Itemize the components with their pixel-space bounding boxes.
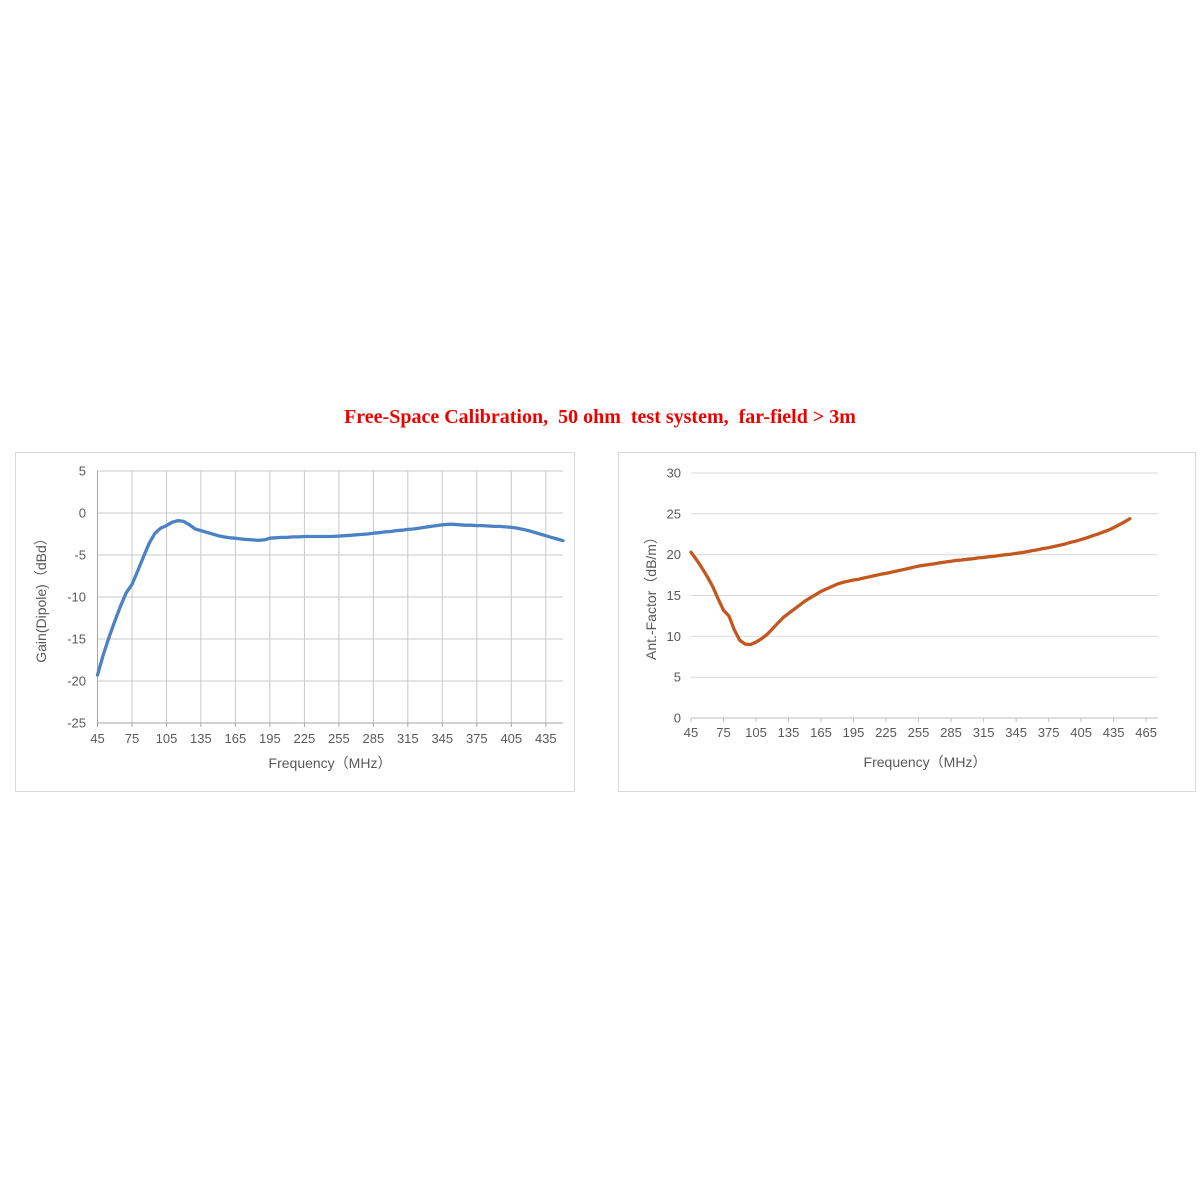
- y-tick-label: -20: [67, 674, 86, 689]
- x-tick-label: 255: [328, 731, 350, 746]
- y-tick-label: -15: [67, 632, 86, 647]
- y-tick-label: 0: [79, 506, 86, 521]
- gain-x-axis-title: Frequency（MHz）: [269, 755, 392, 771]
- y-tick-label: 15: [667, 588, 681, 603]
- gain-grid-layer: [97, 470, 563, 727]
- x-tick-label: 255: [908, 725, 930, 740]
- antenna-factor-y-axis-title: Ant.-Factor（dB/m）: [643, 530, 659, 660]
- x-tick-label: 435: [535, 731, 557, 746]
- y-tick-label: 30: [667, 466, 681, 481]
- gain-y-axis-title: Gain(Dipole)（dBd）: [33, 531, 49, 663]
- antenna-factor-grid-layer: [690, 472, 1158, 722]
- y-tick-label: 0: [674, 711, 681, 726]
- gain-chart: 45 75 105 135 165 195 225 255 285 315 345 375 405 435…: [33, 464, 565, 771]
- x-tick-label: 285: [940, 725, 962, 740]
- gain-tick-labels: 45 75 105 135 165 195 225 255 285 315 345 375 405 435…: [67, 464, 556, 747]
- x-tick-label: 195: [843, 725, 865, 740]
- x-tick-label: 75: [716, 725, 730, 740]
- x-tick-label: 375: [1038, 725, 1060, 740]
- x-tick-label: 75: [125, 731, 139, 746]
- y-tick-label: 10: [667, 629, 681, 644]
- y-tick-label: -25: [67, 716, 86, 731]
- y-tick-label: 5: [674, 670, 681, 685]
- y-tick-label: 20: [667, 547, 681, 562]
- x-tick-label: 195: [259, 731, 281, 746]
- x-tick-label: 105: [156, 731, 178, 746]
- x-tick-label: 465: [1135, 725, 1157, 740]
- gain-series-layer: [95, 518, 565, 677]
- x-tick-label: 405: [1070, 725, 1092, 740]
- y-tick-label: 25: [667, 506, 681, 521]
- antenna-factor-x-axis-title: Frequency（MHz）: [864, 754, 987, 770]
- x-tick-label: 345: [1005, 725, 1027, 740]
- x-tick-label: 315: [973, 725, 995, 740]
- x-tick-label: 225: [294, 731, 316, 746]
- page-title: Free-Space Calibration, 50 ohm test syst…: [344, 406, 856, 428]
- antenna-factor-chart: 45 75 105 135 165 195 225 255 285 315 345 375 405 435…: [643, 466, 1158, 770]
- y-tick-label: 5: [79, 464, 86, 479]
- x-tick-label: 105: [745, 725, 767, 740]
- x-tick-label: 285: [363, 731, 385, 746]
- x-tick-label: 45: [684, 725, 698, 740]
- x-tick-label: 165: [225, 731, 247, 746]
- x-tick-label: 135: [778, 725, 800, 740]
- x-tick-label: 165: [810, 725, 832, 740]
- x-tick-label: 405: [500, 731, 522, 746]
- gain-dipole-line: [95, 518, 565, 677]
- y-tick-label: -10: [67, 590, 86, 605]
- x-tick-label: 315: [397, 731, 419, 746]
- x-tick-label: 375: [466, 731, 488, 746]
- x-tick-label: 225: [875, 725, 897, 740]
- x-tick-label: 45: [90, 731, 104, 746]
- antenna-factor-line: [689, 517, 1132, 647]
- antenna-factor-tick-labels: 45 75 105 135 165 195 225 255 285 315 345 375 405 435…: [667, 466, 1157, 741]
- gain-chart-panel: 45 75 105 135 165 195 225 255 285 315 345 375 405 435…: [15, 452, 575, 792]
- antenna-factor-series-layer: [689, 517, 1132, 647]
- x-tick-label: 435: [1103, 725, 1125, 740]
- y-tick-label: -5: [74, 548, 86, 563]
- x-tick-label: 135: [190, 731, 212, 746]
- x-tick-label: 345: [431, 731, 453, 746]
- antenna-factor-chart-panel: 45 75 105 135 165 195 225 255 285 315 345 375 405 435…: [618, 452, 1196, 792]
